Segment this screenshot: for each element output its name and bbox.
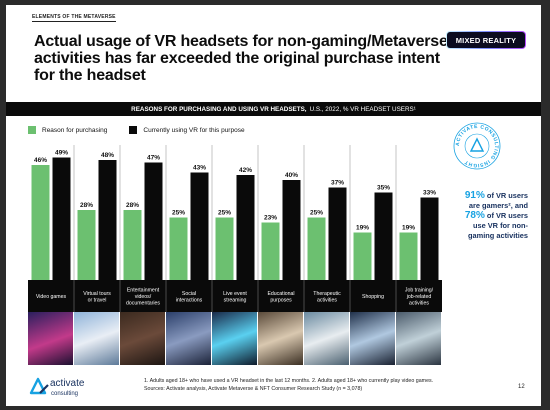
data-label-using: 42% [239, 167, 252, 174]
bar-purchasing [261, 222, 280, 280]
activate-logo: activate consulting [29, 377, 85, 397]
data-label-using: 40% [285, 172, 298, 179]
bar-chart: 46% 49% Video games 28% 48% Virtual tours or t… [28, 145, 442, 312]
bar-purchasing [399, 232, 418, 280]
activity-photo [350, 312, 395, 365]
activity-photo [166, 312, 211, 365]
chart-subheader: REASONS FOR PURCHASING AND USING VR HEAD… [6, 102, 541, 116]
callout-text-gamers: of VR users are gamers², and [468, 191, 528, 210]
data-label-purchasing: 25% [310, 210, 323, 217]
page-title: Actual usage of VR headsets for non-gami… [34, 33, 448, 84]
data-label-using: 37% [331, 180, 344, 187]
data-label-purchasing: 19% [356, 225, 369, 232]
data-label-purchasing: 25% [172, 210, 185, 217]
data-label-purchasing: 19% [402, 225, 415, 232]
activity-photo [304, 312, 349, 365]
bar-using [374, 192, 393, 280]
category-label: Shopping [362, 294, 384, 300]
bar-using [420, 197, 439, 280]
bar-using [328, 187, 347, 280]
bar-using [144, 162, 163, 280]
bar-purchasing [123, 210, 142, 280]
data-label-using: 33% [423, 190, 436, 197]
data-label-using: 43% [193, 165, 206, 172]
data-label-using: 49% [55, 150, 68, 157]
page-number: 12 [518, 384, 525, 390]
footnote-sources: Sources: Activate analysis, Activate Met… [144, 386, 363, 392]
legend-item-purchasing: Reason for purchasing [28, 126, 107, 134]
section-label: ELEMENTS OF THE METAVERSE [32, 14, 116, 22]
bar-purchasing [169, 217, 188, 280]
legend-swatch-purchasing [28, 126, 36, 134]
category-label: Social interactions [176, 291, 203, 304]
slide: ELEMENTS OF THE METAVERSE Actual usage o… [6, 5, 541, 406]
logo-tagline: consulting [51, 391, 78, 397]
subheader-bold: REASONS FOR PURCHASING AND USING VR HEAD… [131, 105, 307, 113]
data-label-using: 48% [101, 152, 114, 159]
footnote-definitions: 1. Adults aged 18+ who have used a VR he… [144, 378, 434, 384]
category-label: Entertainment videos/documentaries [126, 288, 160, 307]
data-label-purchasing: 28% [80, 202, 93, 209]
legend-item-using: Currently using VR for this purpose [129, 126, 245, 134]
legend-label-purchasing: Reason for purchasing [42, 126, 108, 134]
category-label: Live event streaming [223, 291, 247, 304]
category-label: Educational purposes [267, 291, 294, 304]
bar-purchasing [353, 232, 372, 280]
activity-photo [28, 312, 73, 365]
bar-using [236, 175, 255, 280]
activity-photo [74, 312, 119, 365]
category-label: Therapeutic activities [313, 291, 341, 304]
category-label: Job training/job-related activities [405, 288, 434, 307]
activity-photo [120, 312, 165, 365]
callout-pct-nongaming: 78% [464, 210, 485, 221]
chart-legend: Reason for purchasing Currently using VR… [28, 126, 245, 134]
activity-photo [212, 312, 257, 365]
bar-using [52, 157, 71, 280]
subheader-rest: U.S., 2022, % VR HEADSET USERS¹ [309, 105, 416, 113]
callout-text-nongaming: of VR users use VR for non-gaming activi… [468, 211, 528, 240]
stat-callout: 91% of VR users are gamers², and 78% of … [458, 191, 528, 241]
data-label-purchasing: 46% [34, 157, 47, 164]
bar-using [190, 172, 209, 280]
insight-stamp-icon: ACTIVATE CONSULTING INSIGHT [453, 122, 501, 170]
category-label: Video games [36, 294, 67, 300]
bar-purchasing [77, 210, 96, 280]
svg-text:ACTIVATE CONSULTING INSIGHT: ACTIVATE CONSULTING INSIGHT [455, 124, 499, 168]
bar-using [98, 160, 117, 280]
mixed-reality-badge: MIXED REALITY [446, 31, 526, 49]
category-label: Virtual tours or travel [83, 291, 111, 304]
data-label-using: 35% [377, 185, 390, 192]
activity-photo-strip [28, 312, 442, 365]
category-label-band [28, 280, 442, 312]
activity-photo [258, 312, 303, 365]
bar-purchasing [307, 217, 326, 280]
data-label-purchasing: 23% [264, 215, 277, 222]
badge-label: MIXED REALITY [447, 32, 525, 48]
footnotes: 1. Adults aged 18+ who have used a VR he… [144, 377, 514, 393]
callout-pct-gamers: 91% [464, 190, 485, 201]
bar-purchasing [31, 165, 50, 280]
bar-using [282, 180, 301, 280]
logo-name: activate [50, 378, 85, 389]
activity-photo [396, 312, 441, 365]
stamp-text: ACTIVATE CONSULTING INSIGHT [455, 124, 499, 168]
legend-label-using: Currently using VR for this purpose [143, 126, 245, 134]
data-label-using: 47% [147, 155, 160, 162]
bar-purchasing [215, 217, 234, 280]
data-label-purchasing: 28% [126, 202, 139, 209]
data-label-purchasing: 25% [218, 210, 231, 217]
legend-swatch-using [129, 126, 138, 134]
